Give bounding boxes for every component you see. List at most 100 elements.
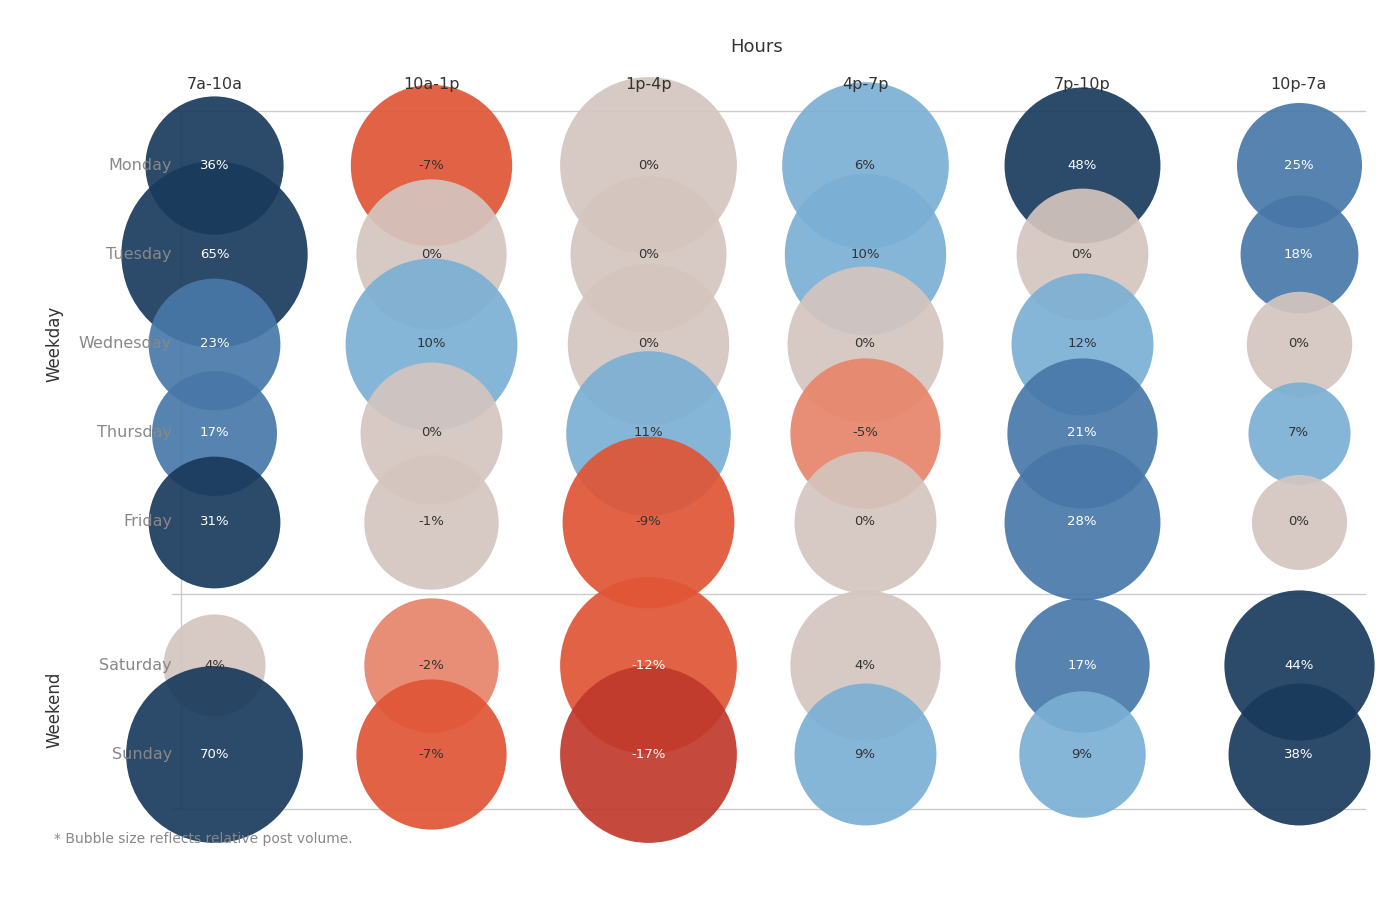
Point — [854, 658, 876, 672]
Text: 10p-7a: 10p-7a — [1271, 76, 1327, 92]
Text: 11%: 11% — [633, 427, 664, 439]
Point — [420, 158, 442, 173]
Text: 18%: 18% — [1284, 248, 1313, 261]
Point — [1071, 158, 1093, 173]
Text: -17%: -17% — [631, 748, 665, 760]
Text: 1p-4p: 1p-4p — [624, 76, 672, 92]
Point — [854, 426, 876, 440]
Text: -1%: -1% — [419, 516, 444, 528]
Point — [1288, 747, 1310, 761]
Point — [203, 158, 225, 173]
Point — [637, 426, 659, 440]
Point — [1288, 515, 1310, 529]
Text: Friday: Friday — [123, 514, 172, 529]
Point — [203, 515, 225, 529]
Text: Weekend: Weekend — [45, 671, 63, 748]
Text: Sunday: Sunday — [112, 747, 172, 762]
Point — [1071, 747, 1093, 761]
Point — [637, 337, 659, 351]
Text: 7a-10a: 7a-10a — [186, 76, 242, 92]
Text: -2%: -2% — [419, 659, 444, 671]
Text: Hours: Hours — [731, 38, 783, 56]
Point — [1071, 658, 1093, 672]
Text: 28%: 28% — [1067, 516, 1096, 528]
Text: 4%: 4% — [204, 659, 225, 671]
Point — [854, 747, 876, 761]
Text: 23%: 23% — [200, 338, 230, 350]
Point — [203, 747, 225, 761]
Text: 4p-7p: 4p-7p — [841, 76, 888, 92]
Point — [203, 337, 225, 351]
Point — [854, 337, 876, 351]
Point — [637, 747, 659, 761]
Text: -12%: -12% — [631, 659, 665, 671]
Text: 0%: 0% — [1288, 338, 1309, 350]
Text: 38%: 38% — [1284, 748, 1313, 760]
Point — [420, 426, 442, 440]
Text: 36%: 36% — [200, 159, 230, 172]
Text: 31%: 31% — [200, 516, 230, 528]
Text: 65%: 65% — [200, 248, 230, 261]
Text: -7%: -7% — [419, 159, 444, 172]
Text: Thursday: Thursday — [97, 425, 172, 440]
Text: 0%: 0% — [421, 427, 442, 439]
Point — [1288, 658, 1310, 672]
Point — [1288, 158, 1310, 173]
Text: 0%: 0% — [1071, 248, 1092, 261]
Point — [1288, 248, 1310, 262]
Text: 10%: 10% — [850, 248, 879, 261]
Text: 10%: 10% — [417, 338, 447, 350]
Point — [637, 515, 659, 529]
Text: Saturday: Saturday — [99, 658, 172, 673]
Text: Weekday: Weekday — [45, 305, 63, 382]
Text: 0%: 0% — [854, 338, 875, 350]
Text: 0%: 0% — [637, 159, 658, 172]
Text: 7p-10p: 7p-10p — [1054, 76, 1110, 92]
Point — [637, 658, 659, 672]
Point — [420, 658, 442, 672]
Text: 12%: 12% — [1067, 338, 1096, 350]
Point — [203, 658, 225, 672]
Point — [420, 747, 442, 761]
Point — [1071, 515, 1093, 529]
Text: -7%: -7% — [419, 748, 444, 760]
Text: 25%: 25% — [1284, 159, 1313, 172]
Point — [1288, 426, 1310, 440]
Text: 4%: 4% — [854, 659, 875, 671]
Text: 17%: 17% — [200, 427, 230, 439]
Text: -9%: -9% — [636, 516, 661, 528]
Text: Monday: Monday — [108, 158, 172, 173]
Text: Wednesday: Wednesday — [78, 336, 172, 351]
Text: 0%: 0% — [421, 248, 442, 261]
Point — [420, 515, 442, 529]
Point — [1071, 337, 1093, 351]
Point — [420, 337, 442, 351]
Text: -5%: -5% — [853, 427, 878, 439]
Text: * Bubble size reflects relative post volume.: * Bubble size reflects relative post vol… — [55, 832, 353, 846]
Point — [203, 426, 225, 440]
Text: 70%: 70% — [200, 748, 230, 760]
Point — [1071, 248, 1093, 262]
Text: 9%: 9% — [1071, 748, 1092, 760]
Point — [637, 248, 659, 262]
Point — [637, 158, 659, 173]
Text: 44%: 44% — [1284, 659, 1313, 671]
Point — [854, 158, 876, 173]
Text: 17%: 17% — [1067, 659, 1096, 671]
Text: 0%: 0% — [637, 248, 658, 261]
Point — [1071, 426, 1093, 440]
Point — [203, 248, 225, 262]
Point — [854, 515, 876, 529]
Text: 48%: 48% — [1067, 159, 1096, 172]
Text: 0%: 0% — [637, 338, 658, 350]
Text: 0%: 0% — [1288, 516, 1309, 528]
Text: 10a-1p: 10a-1p — [403, 76, 459, 92]
Text: Tuesday: Tuesday — [106, 247, 172, 262]
Text: 21%: 21% — [1067, 427, 1096, 439]
Text: 7%: 7% — [1288, 427, 1309, 439]
Point — [420, 248, 442, 262]
Point — [854, 248, 876, 262]
Point — [1288, 337, 1310, 351]
Text: 9%: 9% — [854, 748, 875, 760]
Text: 0%: 0% — [854, 516, 875, 528]
